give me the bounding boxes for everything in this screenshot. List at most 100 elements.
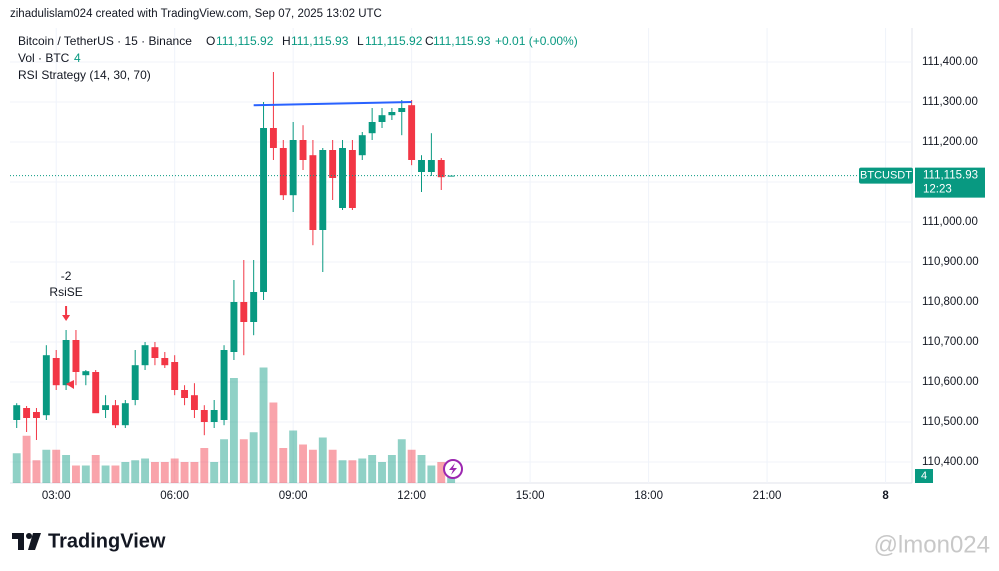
candle-body <box>13 405 21 420</box>
candle-body <box>408 105 416 160</box>
volume-bar <box>121 462 130 483</box>
volume-bar <box>348 460 357 483</box>
ohlc-value: 111,115.92 <box>216 34 274 48</box>
candle-body <box>141 345 149 366</box>
volume-bar <box>229 378 238 483</box>
volume-bar <box>131 460 140 483</box>
volume-bar <box>358 458 367 483</box>
ohlc-value: 111,115.93 <box>433 34 491 48</box>
brand-logo <box>12 533 41 550</box>
x-tick-label: 8 <box>882 490 889 502</box>
candle-body <box>279 148 287 196</box>
candle-body <box>437 160 445 178</box>
symbol-label: BTCUSDT <box>860 170 912 182</box>
candle-body <box>348 150 356 208</box>
price-label: 111,115.93 <box>923 170 978 182</box>
volume-box <box>915 469 933 483</box>
candle-body <box>289 140 297 196</box>
countdown: 12:23 <box>923 184 952 196</box>
volume-bar <box>111 465 120 483</box>
candle-body <box>250 292 258 322</box>
candle-body <box>181 390 189 398</box>
brand: TradingView <box>48 530 166 552</box>
candle-body <box>329 150 337 178</box>
candle-body <box>72 340 80 372</box>
volume-title: Vol · BTC <box>18 51 70 65</box>
candle-body <box>42 355 50 416</box>
candle-body <box>161 358 169 366</box>
volume-bar <box>32 460 41 483</box>
alert-bolt <box>449 463 457 475</box>
candle-body <box>368 122 376 134</box>
y-tick-label: 110,900.00 <box>922 256 979 268</box>
volume-bar <box>62 455 71 483</box>
volume-bar <box>397 439 406 483</box>
volume-bar <box>12 453 21 483</box>
candle-body <box>240 302 248 322</box>
volume-bar <box>72 465 80 483</box>
y-tick-label: 111,400.00 <box>922 56 978 68</box>
volume-bar <box>289 430 298 483</box>
watermark: @lmon024 <box>874 531 990 558</box>
volume-bar <box>328 449 337 483</box>
candle-body <box>378 115 386 122</box>
candle-body <box>388 112 396 116</box>
volume-bar <box>91 455 100 483</box>
ohlc-key: O <box>206 34 215 48</box>
x-tick-label: 12:00 <box>397 490 426 502</box>
volume-layer <box>12 367 456 483</box>
y-tick-label: 110,800.00 <box>922 296 979 308</box>
volume-bar <box>101 465 110 483</box>
candle-body <box>33 412 40 418</box>
y-tick-label: 111,200.00 <box>922 136 978 148</box>
candle-body <box>111 405 119 426</box>
candle-body <box>200 410 208 422</box>
change: +0.01 (+0.00%) <box>495 34 578 48</box>
candle-body <box>339 148 346 208</box>
x-tick-label: 03:00 <box>42 490 71 502</box>
volume-bar <box>378 462 386 483</box>
volume-bar <box>269 402 278 483</box>
volume-bar <box>42 449 51 483</box>
candle-body <box>230 302 238 352</box>
candle-body <box>102 405 110 410</box>
volume-bar <box>407 449 416 483</box>
volume-bar <box>200 448 209 483</box>
x-tick-label: 06:00 <box>160 490 189 502</box>
x-tick-label: 15:00 <box>516 490 545 502</box>
strategy: RSI Strategy (14, 30, 70) <box>18 68 151 82</box>
grid <box>10 28 912 483</box>
candle-body <box>260 128 267 292</box>
volume-bar <box>160 462 169 483</box>
candle-body <box>299 140 307 160</box>
volume-bar <box>308 449 317 483</box>
volume-bar <box>22 435 31 483</box>
candle-body <box>269 128 277 148</box>
y-tick-label: 110,500.00 <box>922 416 979 428</box>
volume-bar <box>150 462 159 483</box>
candle-body <box>220 350 228 420</box>
volume-bar <box>249 432 258 483</box>
symbol-box <box>859 167 913 184</box>
candle-body <box>358 135 366 156</box>
volume-bar <box>259 367 268 483</box>
volume-bar <box>170 458 179 483</box>
y-tick-label: 110,600.00 <box>922 376 979 388</box>
candle-layer <box>13 72 455 440</box>
signal-arrow <box>62 306 71 321</box>
ohlc-key: C <box>425 34 434 48</box>
trend-line <box>253 101 412 107</box>
volume-bar <box>417 455 426 483</box>
candle-body <box>151 347 159 358</box>
attribution: zihadulislam024 created with TradingView… <box>10 8 382 20</box>
signal-qty: -2 <box>61 269 72 283</box>
y-tick-label: 111,300.00 <box>922 96 978 108</box>
volume-bar <box>279 448 288 483</box>
symbol: Bitcoin / TetherUS · 15 · Binance <box>18 34 192 48</box>
y-tick-label: 110,700.00 <box>922 336 979 348</box>
x-tick-label: 21:00 <box>753 490 782 502</box>
candle-body <box>427 160 435 172</box>
volume-bar <box>338 460 347 483</box>
volume-bar <box>299 444 307 483</box>
